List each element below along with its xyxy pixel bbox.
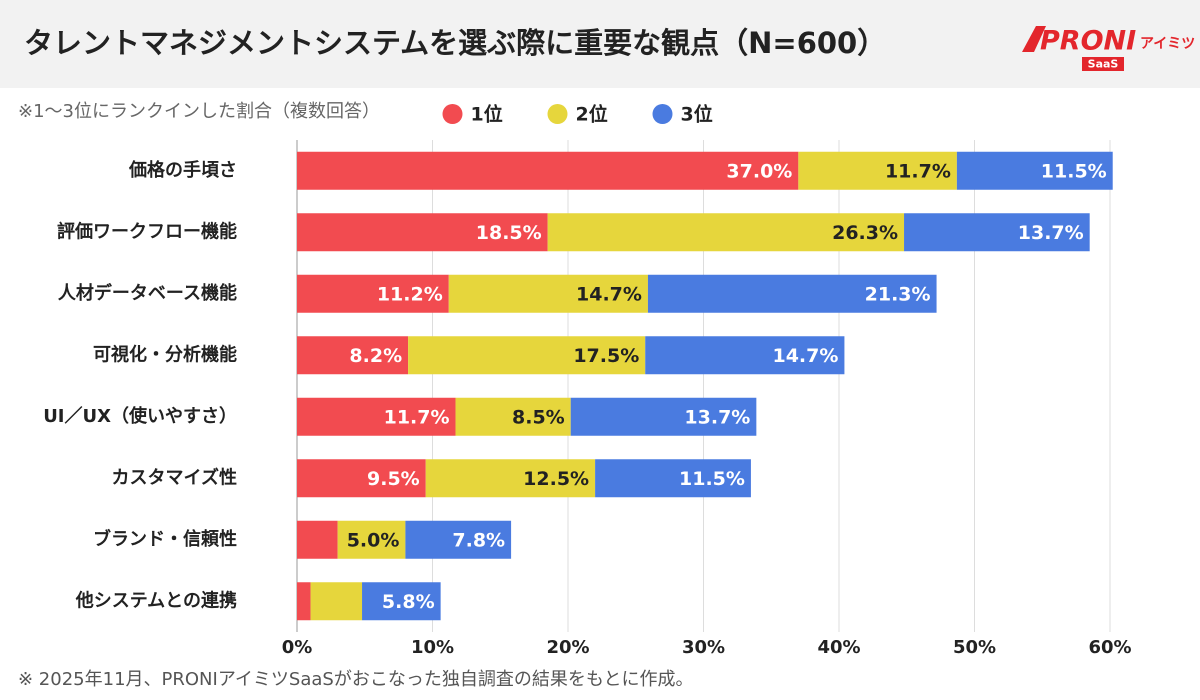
bar-segment <box>297 274 449 313</box>
value-label: 37.0% <box>726 160 792 182</box>
bar-segment <box>297 459 426 498</box>
y-tick-label: 人材データベース機能 <box>58 282 237 304</box>
bar-segment <box>297 151 799 190</box>
value-label: 11.7% <box>885 160 951 182</box>
y-tick-label: UI／UX（使いやすさ） <box>43 406 237 427</box>
logo-brand: PRONI <box>1040 26 1136 57</box>
bar-segment <box>595 459 751 498</box>
value-label: 11.7% <box>384 406 450 428</box>
footnote: ※ 2025年11月、PRONIアイミツSaaSがおこなった独自調査の結果をもと… <box>18 669 693 690</box>
value-label: 7.8% <box>452 529 505 551</box>
bar-segment <box>297 336 409 375</box>
y-tick-label: 他システムとの連携 <box>75 589 237 611</box>
legend-label: 1位 <box>471 103 503 126</box>
x-tick-label: 30% <box>682 637 725 658</box>
legend-swatch <box>442 104 463 124</box>
value-label: 13.7% <box>684 406 750 428</box>
x-tick-label: 40% <box>817 637 860 658</box>
value-label: 11.5% <box>679 468 745 490</box>
value-label: 8.2% <box>349 345 402 367</box>
bar-segment <box>362 582 441 621</box>
bar-segment <box>647 274 937 313</box>
bar-segment <box>798 151 957 190</box>
x-tick-label: 50% <box>953 637 996 658</box>
bar-segment <box>297 213 548 252</box>
bar-segment <box>570 397 757 436</box>
y-tick-label: 価格の手頃さ <box>128 159 237 181</box>
logo-mark <box>1022 26 1046 52</box>
logo-tag: SaaS <box>1088 58 1119 71</box>
value-label: 21.3% <box>865 283 931 305</box>
logo-product: アイミツ <box>1140 36 1195 52</box>
bar-segment <box>956 151 1113 190</box>
bar-segment <box>455 397 571 436</box>
bar-segment <box>405 520 512 559</box>
legend-swatch <box>547 104 568 124</box>
value-label: 12.5% <box>523 468 589 490</box>
bar-segment <box>297 520 338 559</box>
bar-segment <box>310 582 363 621</box>
value-label: 13.7% <box>1018 222 1084 244</box>
value-label: 8.5% <box>512 406 565 428</box>
bar-segment <box>297 397 456 436</box>
x-tick-label: 60% <box>1088 637 1131 658</box>
bar-segment <box>408 336 646 375</box>
legend-label: 3位 <box>681 103 713 126</box>
bar-segment <box>904 213 1090 252</box>
legend-swatch <box>652 104 673 124</box>
bar-segment <box>425 459 596 498</box>
bar-segment <box>547 213 905 252</box>
value-label: 11.5% <box>1041 160 1107 182</box>
bar-segment <box>337 520 406 559</box>
value-label: 26.3% <box>832 222 898 244</box>
logo: PRONI アイミツ SaaS <box>1022 26 1195 71</box>
value-label: 11.2% <box>377 283 443 305</box>
y-tick-label: 可視化・分析機能 <box>93 343 237 365</box>
value-label: 14.7% <box>772 345 838 367</box>
value-label: 18.5% <box>476 222 542 244</box>
x-tick-label: 10% <box>411 637 454 658</box>
value-label: 5.8% <box>382 591 435 613</box>
y-tick-label: ブランド・信頼性 <box>93 528 237 550</box>
legend-label: 2位 <box>576 103 608 126</box>
y-tick-label: カスタマイズ性 <box>112 466 237 488</box>
x-tick-label: 20% <box>546 637 589 658</box>
header-band <box>0 0 1200 88</box>
bar-segment <box>297 582 311 621</box>
bar-segment <box>448 274 648 313</box>
logo-tag-box <box>1082 57 1124 71</box>
subtitle: ※1〜3位にランクインした割合（複数回答） <box>18 101 380 122</box>
value-label: 17.5% <box>573 345 639 367</box>
y-tick-label: 評価ワークフロー機能 <box>57 220 237 242</box>
value-label: 14.7% <box>576 283 642 305</box>
chart-title: タレントマネジメントシステムを選ぶ際に重要な観点（N=600） <box>24 26 886 60</box>
bar-segment <box>645 336 845 375</box>
value-label: 9.5% <box>367 468 420 490</box>
value-label: 5.0% <box>347 529 400 551</box>
x-tick-label: 0% <box>282 637 313 658</box>
